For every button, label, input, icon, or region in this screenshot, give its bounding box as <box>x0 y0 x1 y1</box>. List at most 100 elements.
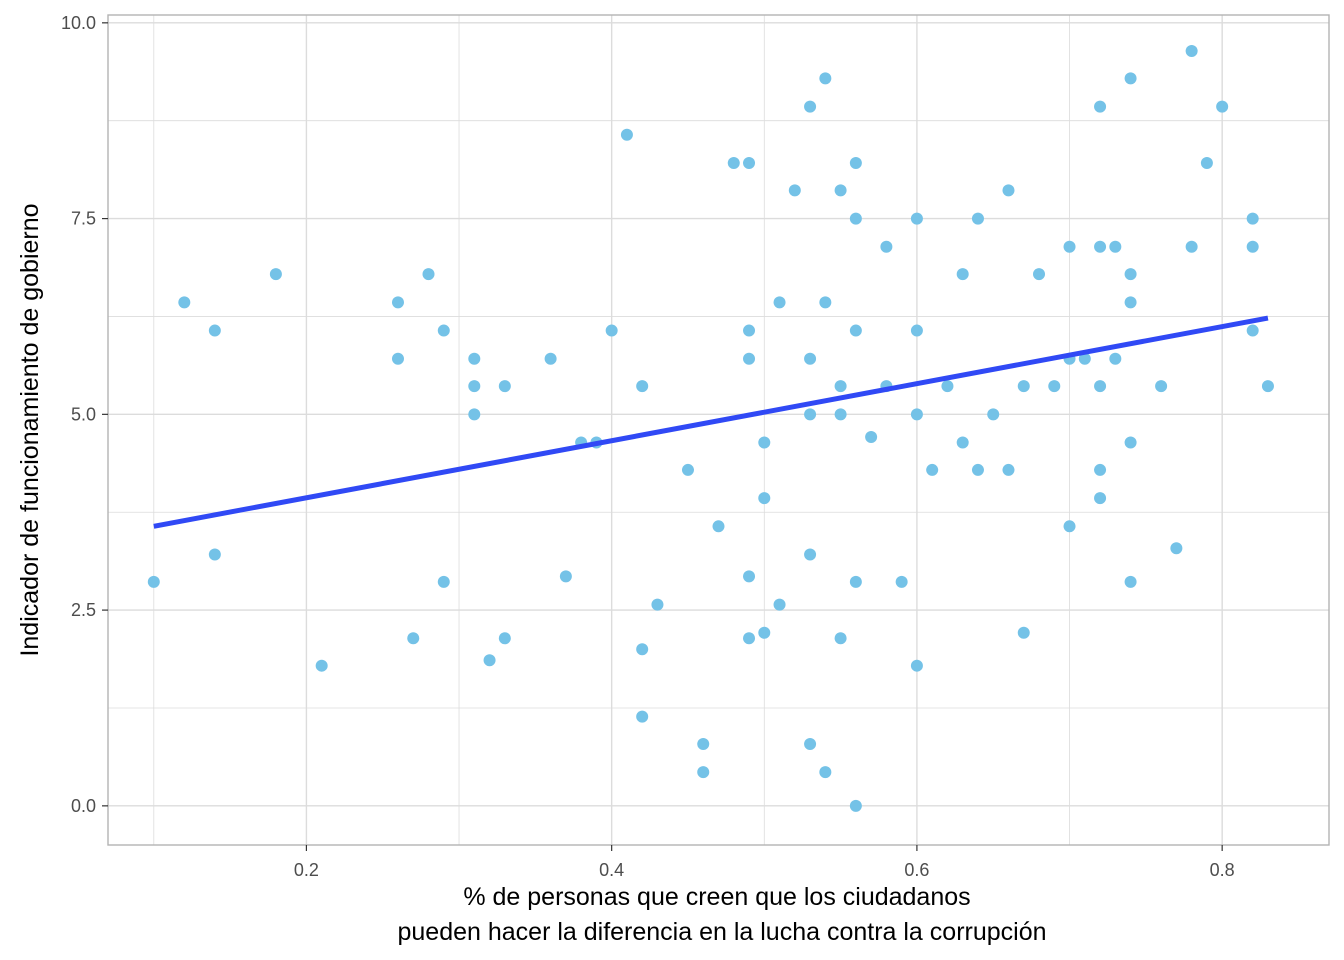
x-axis-title-line-2: pueden hacer la diferencia en la lucha c… <box>397 918 1046 946</box>
data-point-80 <box>1033 268 1046 281</box>
data-point-69 <box>926 463 939 476</box>
x-tick-label-0: 0.2 <box>294 860 319 880</box>
data-point-6 <box>391 296 404 309</box>
panel-border <box>107 14 1330 846</box>
data-point-48 <box>804 737 817 750</box>
minor-gridlines <box>108 15 1329 845</box>
data-point-71 <box>956 268 969 281</box>
data-point-105 <box>1246 240 1259 253</box>
y-tick-label-3: 7.5 <box>71 209 96 229</box>
data-point-32 <box>727 156 740 169</box>
data-point-33 <box>743 156 756 169</box>
y-axis-title: Indicador de funcionamiento de gobierno <box>16 203 44 656</box>
data-point-62 <box>880 240 893 253</box>
data-point-103 <box>1216 100 1229 113</box>
data-point-107 <box>1261 380 1274 393</box>
data-point-27 <box>651 598 664 611</box>
data-point-74 <box>971 463 984 476</box>
data-point-49 <box>819 72 832 85</box>
y-tick-label-4: 10.0 <box>61 13 96 33</box>
data-point-16 <box>498 380 511 393</box>
data-point-59 <box>849 575 862 588</box>
data-point-58 <box>849 324 862 337</box>
y-axis-ticks: 0.0 2.5 5.0 7.5 10.0 <box>61 13 108 816</box>
data-point-9 <box>422 268 435 281</box>
data-point-67 <box>910 408 923 421</box>
data-point-66 <box>910 324 923 337</box>
data-point-46 <box>804 408 817 421</box>
data-point-24 <box>636 380 649 393</box>
data-point-94 <box>1124 268 1137 281</box>
data-point-100 <box>1185 45 1198 58</box>
data-point-76 <box>1002 184 1015 197</box>
data-point-39 <box>758 492 771 505</box>
data-point-84 <box>1063 520 1076 533</box>
data-point-56 <box>849 156 862 169</box>
x-axis-ticks: 0.2 0.4 0.6 0.8 <box>294 845 1235 880</box>
data-point-99 <box>1170 542 1183 555</box>
data-point-4 <box>269 268 282 281</box>
y-tick-label-2: 5.0 <box>71 404 96 424</box>
data-point-34 <box>743 324 756 337</box>
data-point-93 <box>1124 72 1137 85</box>
data-point-51 <box>819 766 832 779</box>
x-tick-label-2: 0.6 <box>904 860 929 880</box>
data-point-0 <box>147 575 160 588</box>
data-point-50 <box>819 296 832 309</box>
data-point-57 <box>849 212 862 225</box>
data-point-43 <box>788 184 801 197</box>
data-point-55 <box>834 632 847 645</box>
data-point-64 <box>895 575 908 588</box>
data-point-22 <box>605 324 618 337</box>
data-point-40 <box>758 626 771 639</box>
data-point-31 <box>712 520 725 533</box>
major-gridlines <box>108 15 1329 845</box>
trend-line <box>153 315 1269 529</box>
data-point-86 <box>1094 100 1107 113</box>
y-tick-label-1: 2.5 <box>71 600 96 620</box>
data-point-36 <box>743 570 756 583</box>
data-point-15 <box>483 654 496 667</box>
data-point-23 <box>620 128 633 141</box>
trend-line-group <box>153 315 1269 529</box>
data-point-102 <box>1200 156 1213 169</box>
data-point-44 <box>804 100 817 113</box>
x-tick-label-1: 0.4 <box>599 860 624 880</box>
data-point-42 <box>773 598 786 611</box>
data-point-96 <box>1124 436 1137 449</box>
data-point-18 <box>544 352 557 365</box>
data-point-41 <box>773 296 786 309</box>
data-point-8 <box>407 632 420 645</box>
data-point-85 <box>1078 352 1091 365</box>
data-point-77 <box>1002 463 1015 476</box>
data-point-75 <box>987 408 1000 421</box>
data-point-35 <box>743 352 756 365</box>
data-point-89 <box>1094 463 1107 476</box>
data-point-17 <box>498 632 511 645</box>
data-point-97 <box>1124 575 1137 588</box>
data-point-53 <box>834 380 847 393</box>
data-point-45 <box>804 352 817 365</box>
data-point-19 <box>559 570 572 583</box>
data-point-78 <box>1017 380 1030 393</box>
data-point-81 <box>1048 380 1061 393</box>
data-point-1 <box>178 296 191 309</box>
x-tick-label-3: 0.8 <box>1210 860 1235 880</box>
data-point-14 <box>468 408 481 421</box>
data-point-65 <box>910 212 923 225</box>
data-point-5 <box>315 659 328 672</box>
data-point-2 <box>208 324 221 337</box>
data-point-88 <box>1094 380 1107 393</box>
data-point-11 <box>437 575 450 588</box>
data-point-68 <box>910 659 923 672</box>
data-point-47 <box>804 548 817 561</box>
data-point-90 <box>1094 492 1107 505</box>
data-point-38 <box>758 436 771 449</box>
data-point-79 <box>1017 626 1030 639</box>
data-point-73 <box>971 212 984 225</box>
data-point-52 <box>834 184 847 197</box>
data-point-101 <box>1185 240 1198 253</box>
data-point-106 <box>1246 324 1259 337</box>
